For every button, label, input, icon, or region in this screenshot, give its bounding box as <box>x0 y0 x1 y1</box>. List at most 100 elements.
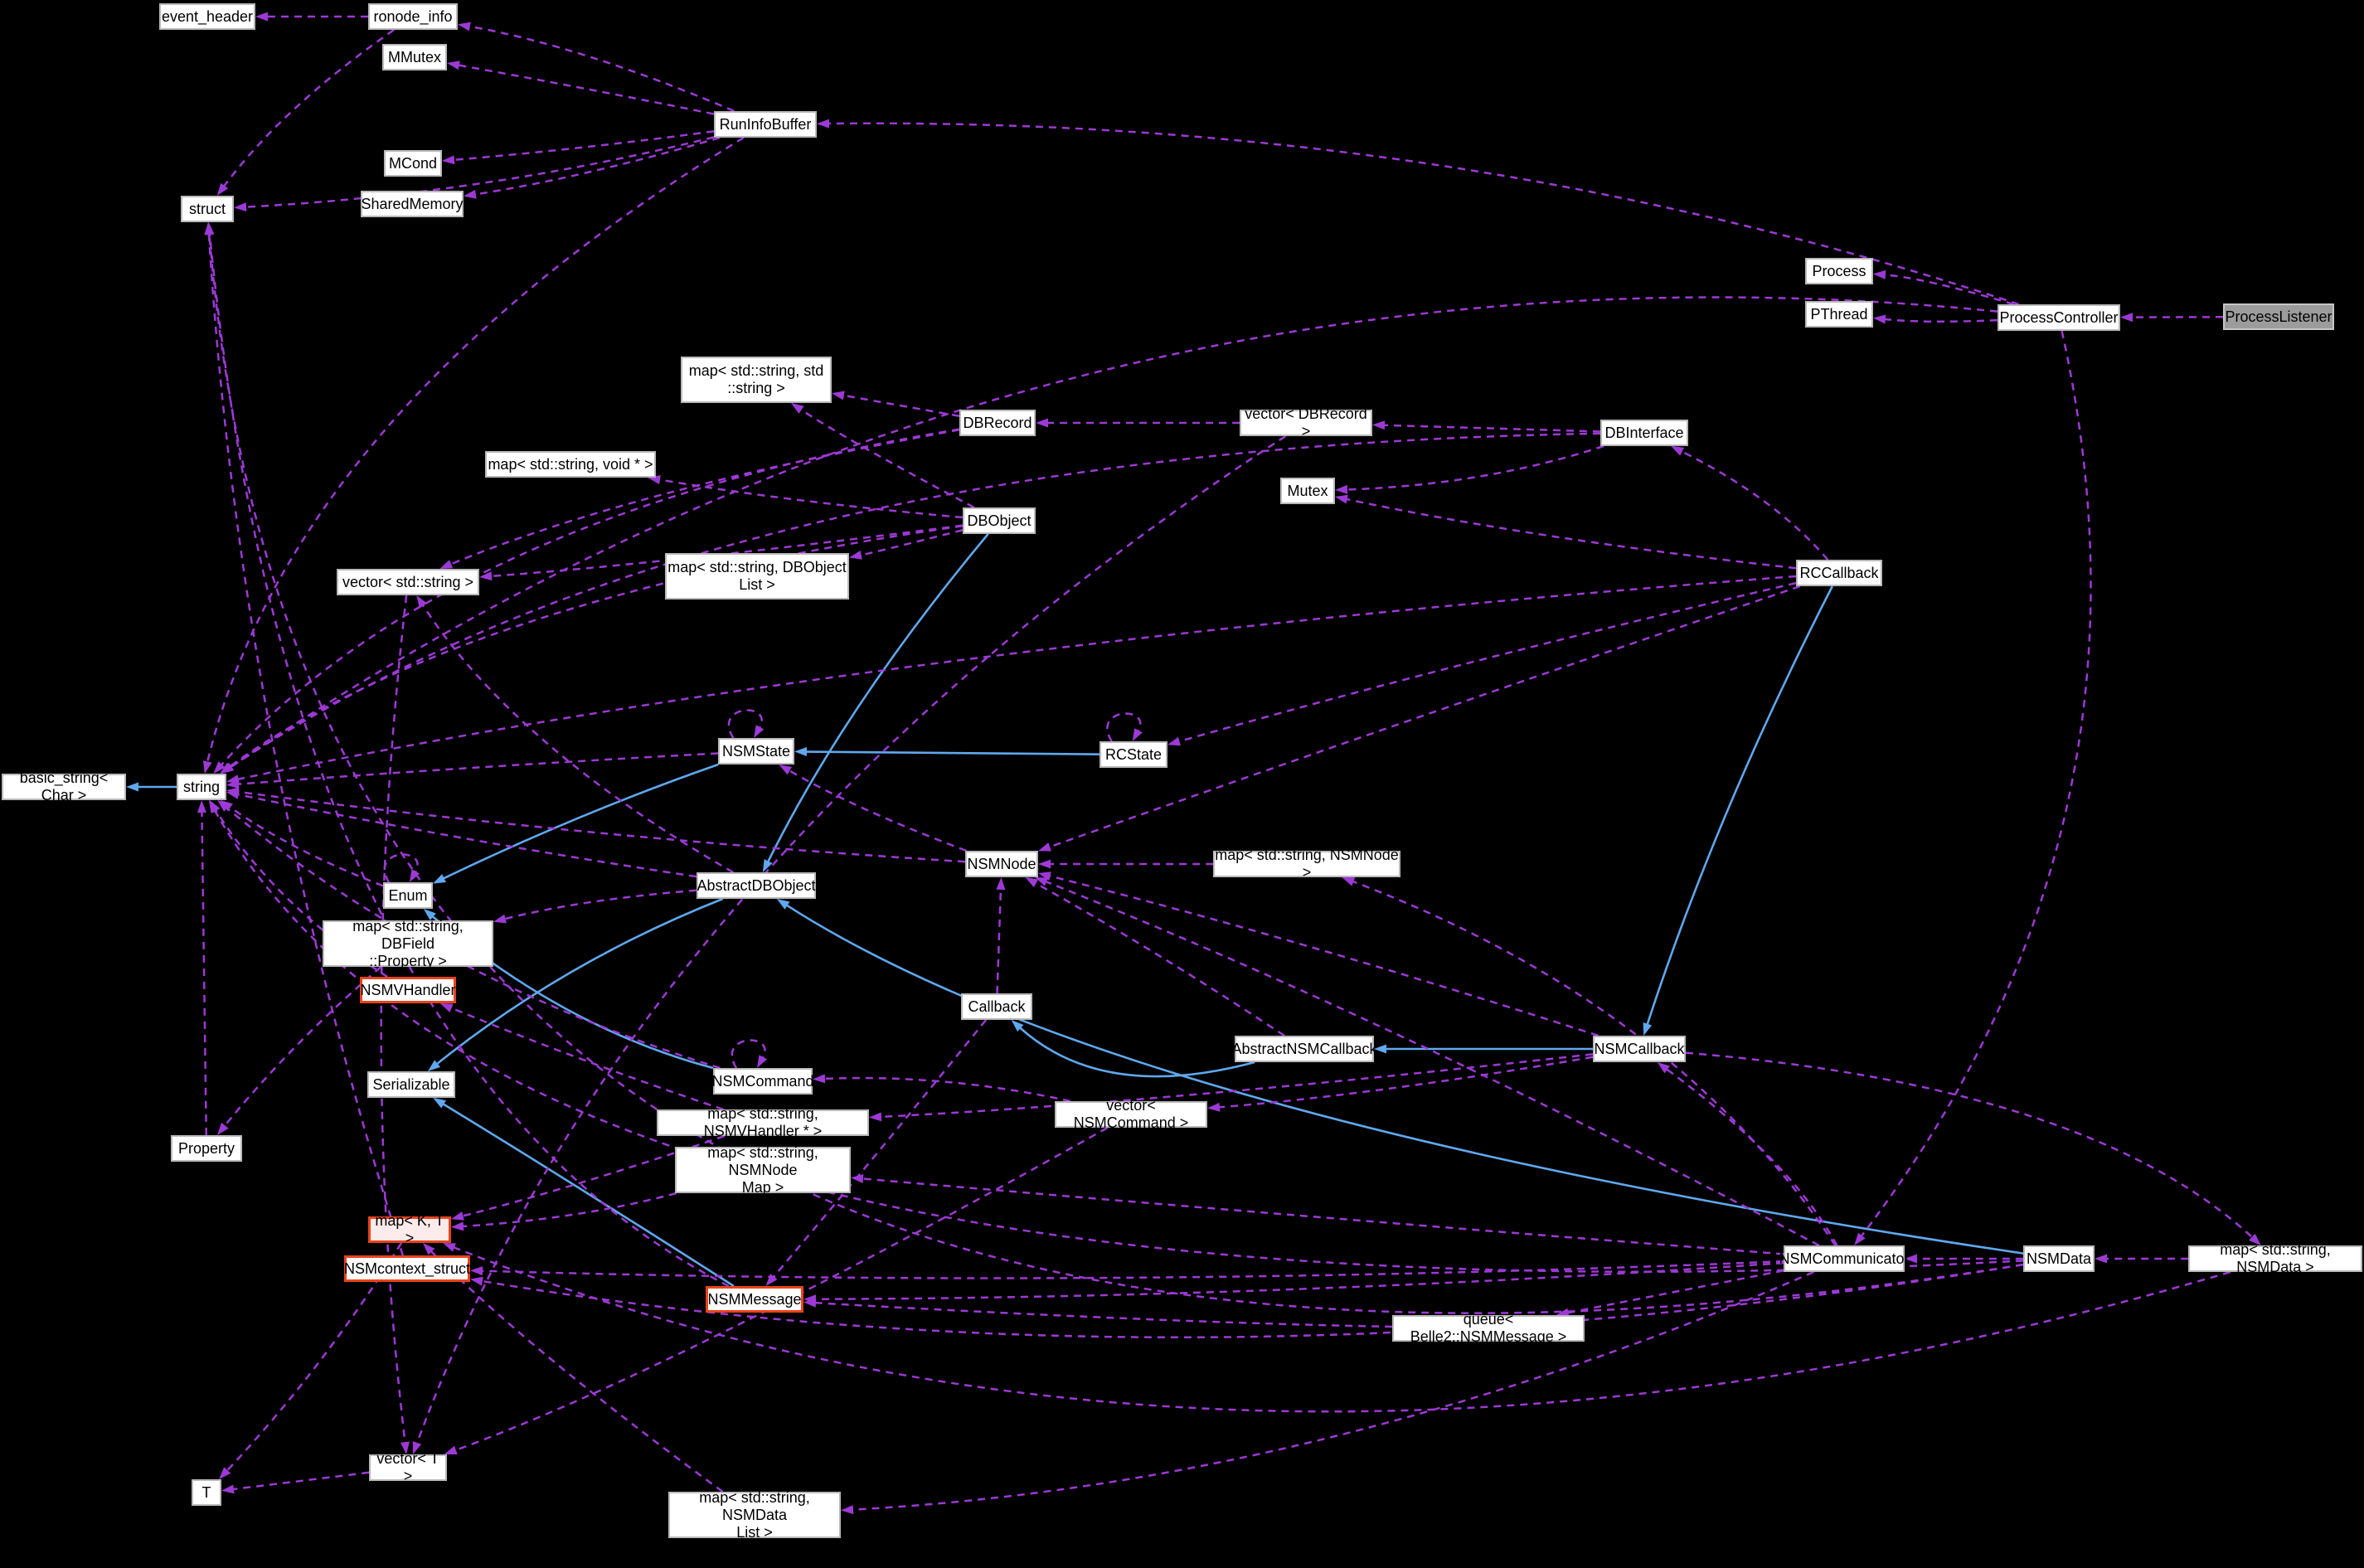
edge-NSMCommunicator-map_string_nsmnode-arrow <box>1342 877 1356 886</box>
edge-Property-string-arrow <box>197 800 206 813</box>
node-processlistener[interactable]: ProcessListener <box>2223 303 2334 330</box>
node-vector-dbrecord[interactable]: vector< DBRecord > <box>1240 405 1372 439</box>
edge-RCCallback-string-arrow <box>226 774 240 784</box>
node-mcond[interactable]: MCond <box>384 150 442 177</box>
edge-map_nsmnode_map-map_KT-arrow <box>451 1221 464 1231</box>
node-mutex[interactable]: Mutex <box>1280 478 1335 504</box>
edge-map_string_nsmdata-map_KT <box>452 1245 2231 1413</box>
edge-ProcessController-RunInfoBuffer <box>827 122 2020 306</box>
edge-AbstractNSMCallback-Callback-arrow <box>1011 1020 1024 1032</box>
edge-NSMNode-NSMState <box>787 769 967 852</box>
edge-Property-string <box>201 810 208 1136</box>
node-sharedmemory[interactable]: SharedMemory <box>361 191 464 217</box>
node-map-nsmnode-map[interactable]: map< std::string, NSMNode Map > <box>675 1144 851 1196</box>
node-runinfobuffer[interactable]: RunInfoBuffer <box>714 111 817 138</box>
node-ronode-info[interactable]: ronode_info <box>368 3 458 30</box>
node-dbobject[interactable]: DBObject <box>963 507 1036 534</box>
edge-DBObject-string-arrow <box>220 762 233 774</box>
edge-DBObject-vector_string-arrow <box>479 571 493 581</box>
edge-RCCallback-NSMNode <box>1047 585 1801 849</box>
node-mmutex[interactable]: MMutex <box>382 44 447 70</box>
edge-RCCallback-string <box>236 575 1797 781</box>
edge-RunInfoBuffer-struct <box>244 136 715 208</box>
node-pthread[interactable]: PThread <box>1805 301 1873 328</box>
node-string[interactable]: string <box>177 774 226 800</box>
node-property[interactable]: Property <box>171 1135 242 1162</box>
edge-DBInterface-Mutex <box>1345 444 1604 491</box>
node-nsmcontext-struct[interactable]: NSMcontext_struct <box>344 1255 470 1282</box>
node-map-kt[interactable]: map< K, T > <box>368 1212 451 1246</box>
edge-RunInfoBuffer-struct-arrow <box>234 202 247 212</box>
node-serializable[interactable]: Serializable <box>367 1071 455 1098</box>
node-vector-string[interactable]: vector< std::string > <box>337 569 479 595</box>
node-enum[interactable]: Enum <box>383 882 433 909</box>
edge-map_nsmdata_list-map_KT <box>430 1250 724 1493</box>
edge-NSMCommunicator-NSMCallback-arrow <box>1657 1062 1671 1074</box>
edge-NSMData-string-arrow <box>208 800 220 813</box>
node-nsmcommunicator[interactable]: NSMCommunicator <box>1779 1245 1910 1272</box>
edge-ProcessListener-ProcessController-arrow <box>2120 313 2133 323</box>
node-nsmdata[interactable]: NSMData <box>2023 1245 2095 1272</box>
node-abstractdbobject[interactable]: AbstractDBObject <box>697 872 816 899</box>
node-vector-t[interactable]: vector< T > <box>369 1450 447 1484</box>
node-vector-nsmcommand[interactable]: vector< NSMCommand > <box>1055 1097 1207 1131</box>
edge-AbstractNSMCallback-NSMNode <box>1034 881 1285 1037</box>
edge-NSMCommunicator-map_nsmnode_map-arrow <box>851 1174 864 1183</box>
edge-ProcessController-NSMCommunicator-arrow <box>1854 1232 1866 1245</box>
edge-ProcessController-PThread-arrow <box>1873 314 1886 324</box>
node-queue-nsmmessage[interactable]: queue< Belle2::NSMMessage > <box>1392 1311 1585 1345</box>
edge-ronode_info-struct <box>222 28 395 188</box>
edge-vector_DBRecord-DBRecord-arrow <box>1036 418 1048 428</box>
edge-NSMCommand-Enum-arrow <box>423 909 436 920</box>
node-map-string-nsmvhandlerp[interactable]: map< std::string, NSMVHandler * > <box>657 1105 869 1139</box>
edge-AbstractDBObject-Serializable-arrow <box>427 1060 441 1071</box>
edge-NSMCommunicator-map_nsmdata_list-arrow <box>841 1505 854 1515</box>
edge-RunInfoBuffer-SharedMemory <box>473 136 721 196</box>
node-nsmstate[interactable]: NSMState <box>718 738 794 765</box>
node-t[interactable]: T <box>192 1479 221 1506</box>
edge-NSMCallback-map_string_nsmdata <box>1685 1051 2255 1240</box>
node-map-string-nsmnode[interactable]: map< std::string, NSMNode > <box>1213 847 1400 881</box>
node-dbrecord[interactable]: DBRecord <box>959 410 1036 436</box>
edge-NSMCommunicator-NSMNode <box>1044 880 1820 1247</box>
node-map-string-voidp[interactable]: map< std::string, void * > <box>485 451 656 478</box>
edge-RunInfoBuffer-string <box>206 136 745 764</box>
edge-DBRecord-map_string_string-arrow <box>832 391 845 400</box>
edge-NSMCommand-string-arrow <box>217 800 231 812</box>
edge-NSMData-NSMcontext_struct-arrow <box>470 1276 483 1286</box>
node-callback[interactable]: Callback <box>961 993 1032 1020</box>
edge-AbstractDBObject-string-arrow <box>226 789 240 799</box>
edge-DBObject-map_string_voidp <box>658 478 964 519</box>
node-rccallback[interactable]: RCCallback <box>1796 560 1882 586</box>
node-nsmnode[interactable]: NSMNode <box>965 851 1038 877</box>
edge-NSMCommand-string <box>225 806 721 1070</box>
edge-NSMcontext_struct-struct <box>207 232 405 1256</box>
edge-NSMData-AbstractDBObject <box>785 903 2024 1255</box>
node-map-string-nsmdata[interactable]: map< std::string, NSMData > <box>2188 1241 2362 1275</box>
edge-DBObject-map_string_dbobjlist-arrow <box>849 550 862 560</box>
edge-vector_DBRecord-vector_T-arrow <box>412 1441 422 1454</box>
node-dbinterface[interactable]: DBInterface <box>1600 420 1688 446</box>
node-struct[interactable]: struct <box>181 196 234 222</box>
node-nsmcallback[interactable]: NSMCallback <box>1593 1036 1686 1062</box>
node-processcontroller[interactable]: ProcessController <box>1998 304 2120 331</box>
edge-NSMcontext_struct-struct-arrow <box>204 222 214 235</box>
node-nsmvhandler[interactable]: NSMVHandler <box>360 977 456 1003</box>
node-nsmmessage[interactable]: NSMMessage <box>706 1286 803 1313</box>
node-nsmcommand[interactable]: NSMCommand <box>711 1068 814 1095</box>
node-event-header[interactable]: event_header <box>159 3 255 30</box>
node-abstractnsmcallback[interactable]: AbstractNSMCallback <box>1231 1036 1377 1062</box>
node-map-dbfield-prop[interactable]: map< std::string, DBField ::Property > <box>323 918 493 969</box>
edge-RCCallback-NSMNode-arrow <box>1038 842 1051 852</box>
edge-NSMCommunicator-NSMNode-arrow <box>1035 877 1049 886</box>
edge-queue_nsmmessage-NSMMessage <box>813 1301 1393 1328</box>
edge-map_nsmdata_list-map_KT-arrow <box>422 1243 435 1255</box>
edge-map_string_nsmdata-NSMData-arrow <box>2095 1254 2107 1264</box>
node-rcstate[interactable]: RCState <box>1099 741 1167 768</box>
node-process[interactable]: Process <box>1805 258 1873 284</box>
node-map-nsmdata-list[interactable]: map< std::string, NSMData List > <box>668 1489 841 1541</box>
node-map-string-string[interactable]: map< std::string, std ::string > <box>681 357 832 403</box>
node-map-string-dbobjlist[interactable]: map< std::string, DBObject List > <box>665 553 849 600</box>
edge-NSMCallback-map_string_nsmvhandlerp-arrow <box>869 1112 882 1122</box>
node-basic-string-char[interactable]: basic_string< Char > <box>2 769 126 803</box>
